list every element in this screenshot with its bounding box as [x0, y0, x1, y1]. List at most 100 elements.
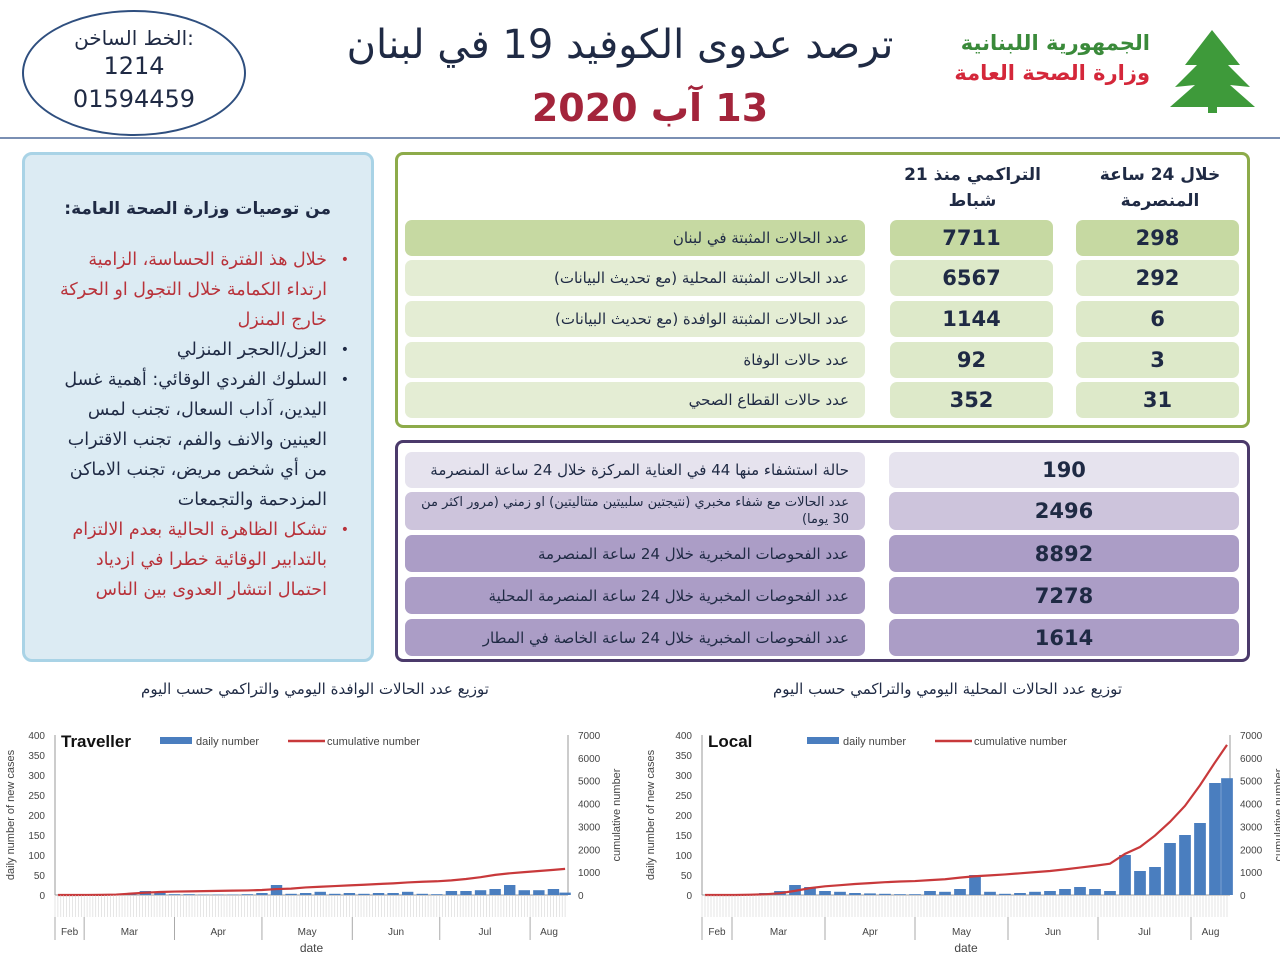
y-tick-label: 400 — [28, 731, 45, 742]
summary-cumulative-value: 352 — [890, 382, 1053, 418]
stat-row-value: 8892 — [889, 535, 1239, 572]
month-label: Jun — [388, 927, 404, 938]
legend-daily-label: daily number — [843, 736, 906, 748]
recommendation-item: تشكل الظاهرة الحالية بعدم الالتزام بالتد… — [45, 515, 349, 605]
stat-row-value: 190 — [889, 452, 1239, 488]
daily-bar — [460, 891, 472, 895]
legend-cumulative-label: cumulative number — [327, 736, 420, 748]
recommendation-item: العزل/الحجر المنزلي — [45, 335, 349, 365]
chart-title: Local — [708, 732, 752, 751]
page-title: ترصد عدوى الكوفيد 19 في لبنان — [346, 22, 894, 68]
y2-tick-label: 5000 — [1240, 777, 1263, 788]
y-tick-label: 300 — [28, 771, 45, 782]
daily-bar — [547, 889, 560, 895]
hotline-badge: الخط الساخن: 1214 01594459 — [22, 10, 246, 136]
stat-row-value: 1614 — [889, 619, 1239, 656]
y-tick-label: 300 — [675, 771, 692, 782]
summary-cumulative-value: 6567 — [890, 260, 1053, 296]
summary-row-label: عدد حالات الوفاة — [405, 342, 865, 378]
y-tick-label: 200 — [675, 811, 692, 822]
month-label: May — [298, 927, 317, 938]
month-label: Mar — [770, 927, 788, 938]
y-axis-label: daily number of new cases — [645, 749, 657, 880]
summary-cumulative-value: 7711 — [890, 220, 1053, 256]
stat-row-label: عدد الحالات مع شفاء مخبري (نتيجتين سلبيت… — [405, 492, 865, 530]
cumulative-line — [57, 867, 566, 897]
y2-tick-label: 1000 — [578, 868, 601, 879]
stat-row-value: 2496 — [889, 492, 1239, 530]
stat-row-label: عدد الفحوصات المخبرية خلال 24 ساعة الخاص… — [405, 619, 865, 656]
summary-row-label: عدد الحالات المثبتة المحلية (مع تحديث ال… — [405, 260, 865, 296]
summary-24h-value: 292 — [1076, 260, 1239, 296]
y2-tick-label: 2000 — [578, 845, 601, 856]
y-tick-label: 50 — [681, 871, 693, 882]
summary-24h-value: 6 — [1076, 301, 1239, 337]
month-label: Jul — [479, 927, 492, 938]
month-label: Aug — [1202, 927, 1220, 938]
header-divider — [0, 137, 1280, 139]
y-axis-label: daily number of new cases — [5, 749, 17, 880]
daily-bar — [154, 893, 166, 895]
daily-bar — [533, 890, 545, 895]
ministry-label: وزارة الصحة العامة — [954, 61, 1150, 85]
y-tick-label: 250 — [675, 791, 692, 802]
daily-bar — [864, 893, 876, 895]
hotline-number: 1214 — [103, 52, 165, 80]
daily-bar — [1179, 835, 1191, 895]
y-tick-label: 200 — [28, 811, 45, 822]
local-chart: 0501001502002503003504000100020003000400… — [645, 731, 1280, 955]
republic-label: الجمهورية اللبنانية — [960, 31, 1150, 55]
daily-bar — [285, 893, 297, 895]
daily-bar — [969, 875, 981, 895]
daily-bar — [401, 891, 414, 895]
daily-bar — [939, 891, 951, 895]
hotline-number: 01594459 — [72, 85, 196, 113]
stat-row-label: حالة استشفاء منها 44 في العناية المركزة … — [405, 452, 865, 488]
stat-row-label: عدد الفحوصات المخبرية خلال 24 ساعة المنص… — [405, 535, 865, 572]
month-label: Jun — [1045, 927, 1061, 938]
daily-bar — [168, 894, 181, 895]
daily-bar — [1209, 783, 1221, 895]
daily-bar — [1119, 855, 1131, 895]
daily-bar — [445, 891, 458, 895]
summary-row-label: عدد الحالات المثبتة في لبنان — [405, 220, 865, 256]
y2-tick-label: 3000 — [578, 822, 601, 833]
daily-bar — [1044, 891, 1056, 895]
daily-bar — [924, 891, 936, 895]
cumulative-line — [705, 744, 1228, 897]
y2-tick-label: 7000 — [1240, 731, 1263, 742]
daily-bar — [1164, 843, 1176, 895]
y2-tick-label: 6000 — [578, 754, 601, 765]
recommendations-title: من توصيات وزارة الصحة العامة: — [64, 199, 331, 219]
y2-axis-label: cumulative number — [1273, 768, 1280, 861]
y2-tick-label: 3000 — [1240, 822, 1263, 833]
daily-bar — [474, 890, 487, 895]
stat-row-label: عدد الفحوصات المخبرية خلال 24 ساعة المنص… — [405, 577, 865, 614]
daily-bar — [909, 894, 921, 895]
daily-bar — [1194, 823, 1206, 895]
cedar-logo-icon — [1170, 30, 1255, 113]
y2-tick-label: 4000 — [578, 800, 601, 811]
traveller-chart: 0501001502002503003504000100020003000400… — [5, 731, 623, 955]
daily-bar — [314, 891, 326, 895]
daily-bar — [1029, 891, 1041, 895]
month-label: Jul — [1138, 927, 1151, 938]
daily-bar — [431, 894, 443, 895]
daily-bar — [1059, 889, 1071, 895]
y2-tick-label: 7000 — [578, 731, 601, 742]
stat-row-value: 7278 — [889, 577, 1239, 614]
hotline-label: الخط الساخن: — [74, 26, 194, 50]
report-date: 13 آب 2020 — [531, 86, 769, 130]
summary-cumulative-value: 1144 — [890, 301, 1053, 337]
y-tick-label: 350 — [28, 751, 45, 762]
daily-bar — [984, 891, 996, 895]
legend-cumulative-label: cumulative number — [974, 736, 1067, 748]
y2-tick-label: 0 — [1240, 891, 1246, 902]
daily-bar — [387, 893, 399, 895]
x-axis-label: date — [300, 941, 324, 955]
daily-bar — [1074, 887, 1086, 895]
daily-bar — [1149, 867, 1161, 895]
x-axis-label: date — [954, 941, 978, 955]
ministry-name: الجمهورية اللبنانية وزارة الصحة العامة — [930, 28, 1150, 88]
daily-bar — [894, 894, 906, 895]
